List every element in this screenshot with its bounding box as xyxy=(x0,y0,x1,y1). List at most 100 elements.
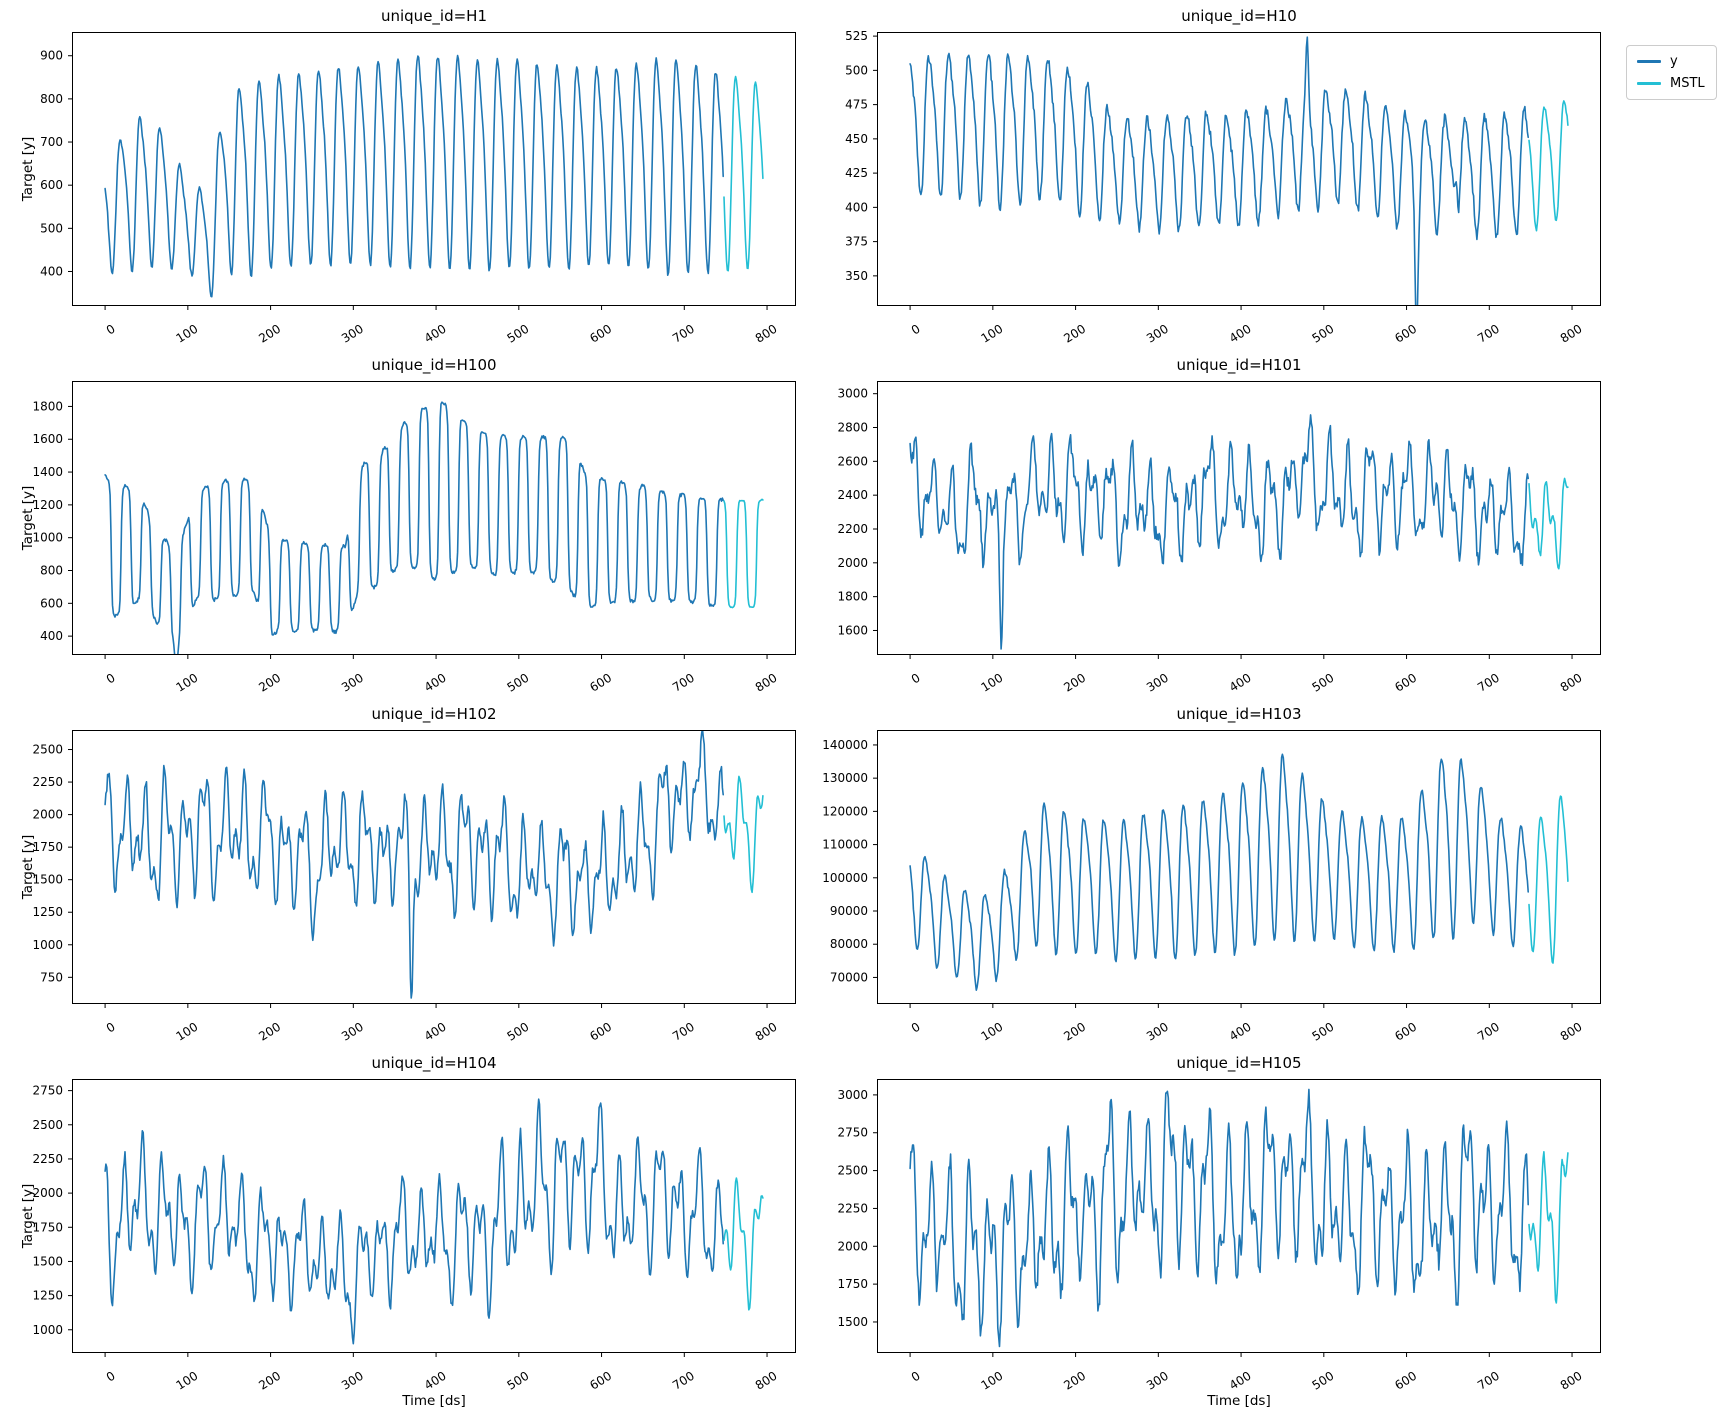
x-tick-label: 0 xyxy=(909,1369,923,1385)
series-line-y xyxy=(104,730,725,999)
y-tick-label: 2400 xyxy=(837,488,868,502)
series-line-y xyxy=(104,54,725,298)
x-tick-label: 800 xyxy=(753,1020,780,1044)
x-tick-label: 0 xyxy=(104,1020,118,1036)
x-tick-label: 700 xyxy=(1475,1020,1502,1044)
x-tick-label: 700 xyxy=(1475,671,1502,695)
y-tick-label: 2000 xyxy=(32,808,63,822)
y-tick-label: 525 xyxy=(845,29,868,43)
x-tick-label: 500 xyxy=(1310,1020,1337,1044)
y-tick-label: 375 xyxy=(845,235,868,249)
y-tick-label: 750 xyxy=(40,970,63,984)
y-tick-label: 900 xyxy=(40,49,63,63)
x-tick-label: 100 xyxy=(979,671,1006,695)
series-line-mstl xyxy=(723,1177,764,1311)
chart-title: unique_id=H10 xyxy=(1181,7,1297,25)
y-tick-label: 1000 xyxy=(32,1323,63,1337)
legend-entry-y: y xyxy=(1637,54,1705,69)
y-tick-label: 800 xyxy=(40,564,63,578)
y-tick-label: 2250 xyxy=(32,775,63,789)
series-line-mstl xyxy=(1528,100,1569,232)
y-tick-label: 3000 xyxy=(837,1088,868,1102)
y-tick-label: 1600 xyxy=(837,623,868,637)
x-tick-label: 700 xyxy=(670,322,697,346)
x-tick-label: 400 xyxy=(422,671,449,695)
x-tick-label: 200 xyxy=(1061,1020,1088,1044)
series-line-mstl xyxy=(723,498,764,609)
x-tick-label: 200 xyxy=(256,1020,283,1044)
x-tick-label: 400 xyxy=(1227,322,1254,346)
x-tick-label: 400 xyxy=(1227,1369,1254,1393)
x-tick-label: 300 xyxy=(1144,1369,1171,1393)
y-tick-label: 2000 xyxy=(837,556,868,570)
y-tick-label: 1500 xyxy=(837,1315,868,1329)
subplot-H103: 70000 80000 90000 100000 110000 120000 130000 1… xyxy=(822,730,1601,1044)
axes-frame xyxy=(877,1079,1601,1353)
series-line-mstl xyxy=(1528,1151,1569,1304)
y-tick-label: 110000 xyxy=(822,838,868,852)
y-tick-label: 600 xyxy=(40,596,63,610)
x-tick-label: 200 xyxy=(256,322,283,346)
x-tick-label: 700 xyxy=(670,671,697,695)
y-tick-label: 1250 xyxy=(32,905,63,919)
legend-line-swatch-y xyxy=(1637,60,1661,63)
y-tick-label: 700 xyxy=(40,135,63,149)
x-tick-label: 600 xyxy=(1392,671,1419,695)
y-tick-label: 400 xyxy=(845,200,868,214)
y-tick-label: 120000 xyxy=(822,804,868,818)
series-line-y xyxy=(104,1098,725,1345)
x-tick-label: 800 xyxy=(753,322,780,346)
y-tick-label: 2750 xyxy=(837,1126,868,1140)
y-tick-label: 475 xyxy=(845,98,868,112)
legend: y MSTL xyxy=(1626,45,1717,100)
y-tick-label: 2500 xyxy=(32,1118,63,1132)
subplot-H10: 350 375 400 425 450 475 500 525 0 100 200 300 400 500… xyxy=(845,29,1601,346)
y-tick-label: 70000 xyxy=(830,970,868,984)
x-tick-label: 800 xyxy=(1558,1020,1585,1044)
legend-label: y xyxy=(1670,54,1678,69)
x-tick-label: 800 xyxy=(1558,671,1585,695)
x-tick-label: 600 xyxy=(1392,322,1419,346)
x-tick-label: 0 xyxy=(909,1020,923,1036)
x-tick-label: 200 xyxy=(256,1369,283,1393)
y-tick-label: 2600 xyxy=(837,454,868,468)
y-tick-label: 400 xyxy=(40,264,63,278)
y-tick-label: 1000 xyxy=(32,938,63,952)
y-tick-label: 2200 xyxy=(837,522,868,536)
x-tick-label: 100 xyxy=(174,1020,201,1044)
x-tick-label: 100 xyxy=(174,671,201,695)
y-tick-label: 350 xyxy=(845,269,868,283)
y-tick-label: 90000 xyxy=(830,904,868,918)
y-tick-label: 2000 xyxy=(32,1186,63,1200)
chart-title: unique_id=H103 xyxy=(1176,705,1302,723)
x-tick-label: 200 xyxy=(256,671,283,695)
y-tick-label: 80000 xyxy=(830,937,868,951)
y-tick-label: 130000 xyxy=(822,771,868,785)
x-tick-label: 500 xyxy=(1310,322,1337,346)
x-tick-label: 0 xyxy=(909,671,923,687)
x-tick-label: 500 xyxy=(505,322,532,346)
x-tick-label: 400 xyxy=(422,322,449,346)
x-tick-label: 100 xyxy=(979,1020,1006,1044)
y-tick-label: 600 xyxy=(40,178,63,192)
axes-frame xyxy=(72,32,796,306)
y-tick-label: 1200 xyxy=(32,498,63,512)
y-tick-label: 1750 xyxy=(837,1277,868,1291)
y-tick-label: 1500 xyxy=(32,1254,63,1268)
x-tick-label: 800 xyxy=(1558,1369,1585,1393)
x-tick-label: 600 xyxy=(587,1020,614,1044)
x-tick-label: 500 xyxy=(505,671,532,695)
x-tick-label: 0 xyxy=(104,671,118,687)
series-line-y xyxy=(104,401,725,655)
series-line-y xyxy=(909,753,1530,992)
x-tick-label: 300 xyxy=(339,671,366,695)
y-tick-label: 2000 xyxy=(837,1239,868,1253)
y-tick-label: 425 xyxy=(845,166,868,180)
chart-title: unique_id=H100 xyxy=(371,356,497,374)
series-line-mstl xyxy=(1528,477,1569,570)
x-tick-label: 200 xyxy=(1061,671,1088,695)
y-tick-label: 2500 xyxy=(837,1164,868,1178)
x-tick-label: 400 xyxy=(422,1020,449,1044)
y-tick-label: 1750 xyxy=(32,1220,63,1234)
x-tick-label: 800 xyxy=(753,1369,780,1393)
